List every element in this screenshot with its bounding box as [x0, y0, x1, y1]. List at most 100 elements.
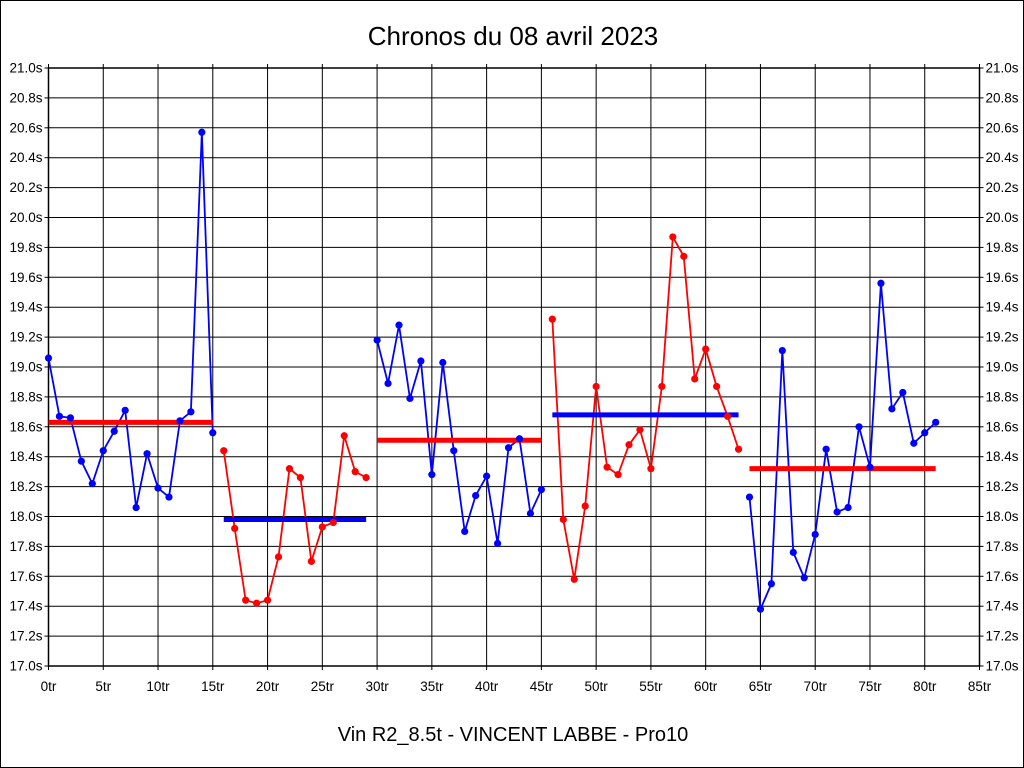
data-point-stint-5	[789, 548, 797, 556]
data-point-stint-5	[888, 405, 896, 413]
data-point-stint-5	[866, 463, 874, 471]
data-point-stint-1	[209, 429, 217, 437]
y-axis-label-right: 20.4s	[986, 150, 1019, 165]
data-point-stint-1	[99, 447, 107, 455]
y-axis-label-right: 18.0s	[986, 509, 1019, 524]
x-axis-label: 30tr	[365, 679, 389, 694]
data-point-stint-4	[581, 502, 589, 510]
data-point-stint-2	[362, 474, 370, 482]
data-point-stint-4	[614, 471, 622, 479]
data-point-stint-5	[932, 418, 940, 426]
data-point-stint-4	[548, 315, 556, 323]
y-axis-label-left: 17.8s	[9, 539, 42, 554]
data-point-stint-4	[570, 575, 578, 583]
y-axis-label-right: 18.2s	[986, 479, 1019, 494]
data-point-stint-5	[910, 439, 918, 447]
y-axis-label-right: 21.0s	[986, 61, 1019, 76]
y-axis-label-right: 20.8s	[986, 90, 1019, 105]
y-axis-label-right: 17.0s	[986, 659, 1019, 674]
data-point-stint-1	[66, 414, 75, 422]
y-axis-label-left: 20.8s	[9, 90, 42, 105]
data-point-stint-5	[778, 346, 786, 355]
data-point-stint-1	[55, 412, 64, 420]
data-point-stint-2	[253, 599, 261, 607]
data-point-stint-5	[745, 493, 754, 501]
y-axis-label-right: 20.6s	[986, 120, 1019, 135]
data-point-stint-4	[559, 515, 567, 524]
data-point-stint-1	[132, 503, 140, 512]
y-axis-label-left: 17.6s	[9, 569, 42, 584]
data-point-stint-4	[691, 375, 699, 383]
data-point-stint-5	[844, 503, 852, 512]
data-point-stint-2	[296, 474, 305, 482]
data-point-stint-1	[88, 480, 96, 488]
plot-border	[47, 67, 981, 667]
data-point-stint-5	[756, 605, 765, 613]
x-axis-label: 0tr	[41, 679, 57, 694]
data-point-stint-5	[833, 508, 841, 516]
data-point-stint-1	[154, 484, 162, 492]
data-point-stint-3	[504, 444, 513, 452]
x-axis-label: 65tr	[749, 679, 773, 694]
data-point-stint-2	[351, 468, 359, 476]
data-point-stint-3	[395, 321, 403, 329]
x-axis-label: 5tr	[95, 679, 111, 694]
data-point-stint-5	[822, 445, 830, 453]
y-axis-label-left: 19.2s	[9, 330, 42, 345]
data-point-stint-4	[647, 465, 655, 473]
data-point-stint-3	[515, 435, 524, 443]
x-axis-label: 55tr	[639, 679, 663, 694]
data-point-stint-2	[340, 432, 348, 440]
data-point-stint-4	[713, 382, 721, 391]
y-axis-label-left: 21.0s	[9, 61, 42, 76]
x-axis-label: 40tr	[475, 679, 499, 694]
data-point-stint-5	[899, 388, 907, 397]
data-point-stint-4	[592, 382, 600, 391]
y-axis-label-left: 20.6s	[9, 120, 42, 135]
data-point-stint-1	[165, 493, 173, 501]
chart-title: Chronos du 08 avril 2023	[367, 21, 659, 51]
y-axis-label-right: 19.8s	[986, 240, 1019, 255]
data-point-stint-2	[318, 523, 326, 531]
y-axis-label-right: 17.4s	[986, 599, 1019, 614]
data-point-stint-3	[406, 394, 414, 402]
lap-time-line-4	[551, 233, 740, 580]
data-point-stint-1	[44, 354, 53, 362]
x-axis-label: 80tr	[913, 679, 937, 694]
x-axis-label: 60tr	[694, 679, 718, 694]
data-point-stint-4	[723, 412, 732, 420]
data-point-stint-3	[417, 357, 425, 365]
data-point-stint-4	[680, 252, 688, 260]
data-point-stint-4	[734, 445, 743, 453]
y-axis-label-right: 19.6s	[986, 270, 1019, 285]
data-point-stint-3	[493, 539, 502, 548]
data-point-stint-1	[77, 457, 85, 465]
data-point-stint-5	[811, 530, 819, 539]
data-point-stint-3	[439, 358, 447, 367]
y-axis-label-left: 18.2s	[9, 479, 42, 494]
y-axis-label-left: 19.8s	[9, 240, 42, 255]
data-point-stint-3	[373, 336, 381, 344]
data-point-stint-1	[176, 417, 184, 425]
x-axis-label: 10tr	[146, 679, 170, 694]
y-axis-label-left: 18.6s	[9, 419, 42, 434]
data-point-stint-3	[384, 379, 392, 388]
data-point-stint-3	[428, 471, 436, 479]
data-point-stint-2	[274, 553, 283, 561]
y-axis-label-left: 20.2s	[9, 180, 42, 195]
x-axis-label: 70tr	[804, 679, 828, 694]
data-point-stint-3	[450, 447, 458, 455]
x-axis-label: 75tr	[858, 679, 882, 694]
x-axis-label: 35tr	[420, 679, 444, 694]
y-axis-label-right: 20.0s	[986, 210, 1019, 225]
data-point-stint-1	[143, 450, 151, 458]
y-axis-label-right: 18.4s	[986, 449, 1019, 464]
lap-time-line-3	[376, 324, 543, 544]
chart-caption: Vin R2_8.5t - VINCENT LABBE - Pro10	[337, 724, 689, 746]
data-point-stint-1	[187, 408, 195, 416]
data-point-stint-5	[921, 429, 929, 437]
data-point-stint-1	[198, 128, 206, 136]
data-point-stint-2	[307, 557, 315, 565]
lap-time-line-5	[748, 283, 937, 610]
